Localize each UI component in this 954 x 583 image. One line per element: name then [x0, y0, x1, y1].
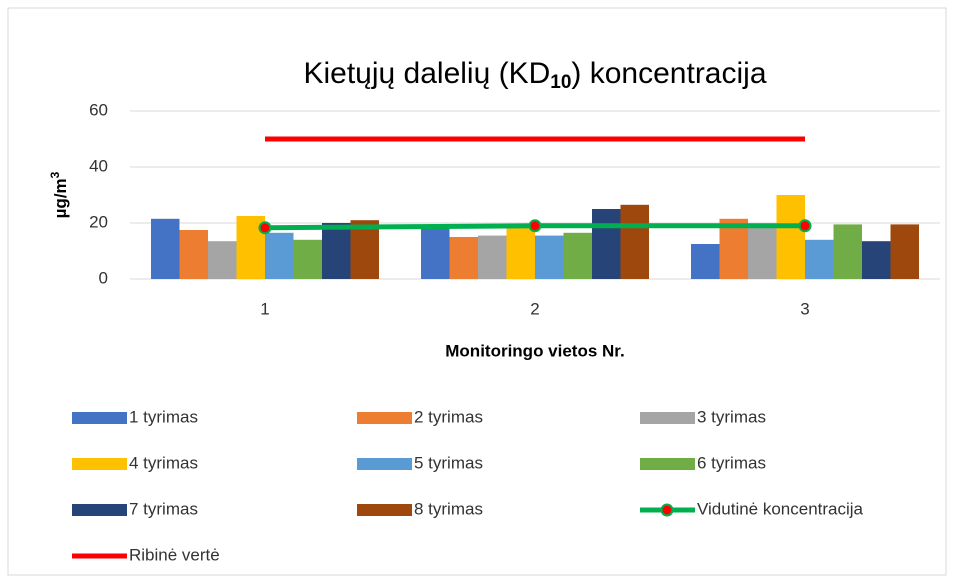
bar [748, 225, 777, 279]
bar [620, 204, 649, 279]
bar [890, 224, 919, 279]
bar [265, 232, 294, 279]
bar [322, 223, 351, 279]
legend-swatch [357, 504, 412, 516]
bar [506, 225, 535, 279]
legend-swatch [72, 504, 127, 516]
legend-label: 3 tyrimas [697, 407, 766, 426]
y-axis-label: µg/m3 [48, 171, 70, 218]
line-marker [258, 221, 272, 235]
legend-label: Ribinė vertė [129, 545, 220, 564]
legend-swatch [357, 412, 412, 424]
bar [691, 244, 720, 279]
chart-title: Kietųjų dalelių (KD10) koncentracija [303, 57, 766, 93]
y-tick-label: 40 [89, 156, 108, 175]
y-label-text: µg/m [51, 178, 70, 218]
line-marker [798, 219, 812, 233]
legend-swatch [72, 412, 127, 424]
legend-swatch [72, 458, 127, 470]
bar [293, 239, 322, 279]
title-after: ) koncentracija [571, 57, 766, 90]
legend-label: 4 tyrimas [129, 453, 198, 472]
legend-label: 1 tyrimas [129, 407, 198, 426]
title-subscript: 10 [550, 72, 571, 93]
legend-label: 8 tyrimas [414, 499, 483, 518]
bar [833, 224, 862, 279]
bar [350, 220, 379, 279]
bar [449, 237, 478, 279]
x-tick-label: 2 [530, 299, 539, 318]
bar [719, 218, 748, 279]
bar [478, 235, 507, 279]
legend-label: 2 tyrimas [414, 407, 483, 426]
y-tick-label: 0 [99, 268, 108, 287]
y-label-superscript: 3 [48, 171, 62, 178]
legend-marker [660, 503, 674, 517]
x-axis-label: Monitoringo vietos Nr. [445, 341, 624, 360]
legend-label: 5 tyrimas [414, 453, 483, 472]
bar [592, 209, 621, 279]
legend-label: Vidutinė koncentracija [697, 499, 864, 518]
x-tick-label: 1 [260, 299, 269, 318]
legend-swatch [640, 458, 695, 470]
legend-label: 6 tyrimas [697, 453, 766, 472]
bar [151, 218, 180, 279]
y-tick-label: 20 [89, 212, 108, 231]
bar [421, 225, 450, 279]
chart-frame [7, 7, 947, 576]
bar [862, 241, 891, 279]
line-marker [528, 219, 542, 233]
bar [563, 232, 592, 279]
bar [535, 235, 564, 279]
bar [805, 239, 834, 279]
legend-swatch [357, 458, 412, 470]
bar [208, 241, 237, 279]
legend-label: 7 tyrimas [129, 499, 198, 518]
x-tick-label: 3 [800, 299, 809, 318]
bar [776, 195, 805, 279]
title-text: Kietųjų dalelių (KD [303, 57, 550, 90]
y-tick-label: 60 [89, 100, 108, 119]
bar [179, 230, 208, 279]
legend-swatch [640, 412, 695, 424]
